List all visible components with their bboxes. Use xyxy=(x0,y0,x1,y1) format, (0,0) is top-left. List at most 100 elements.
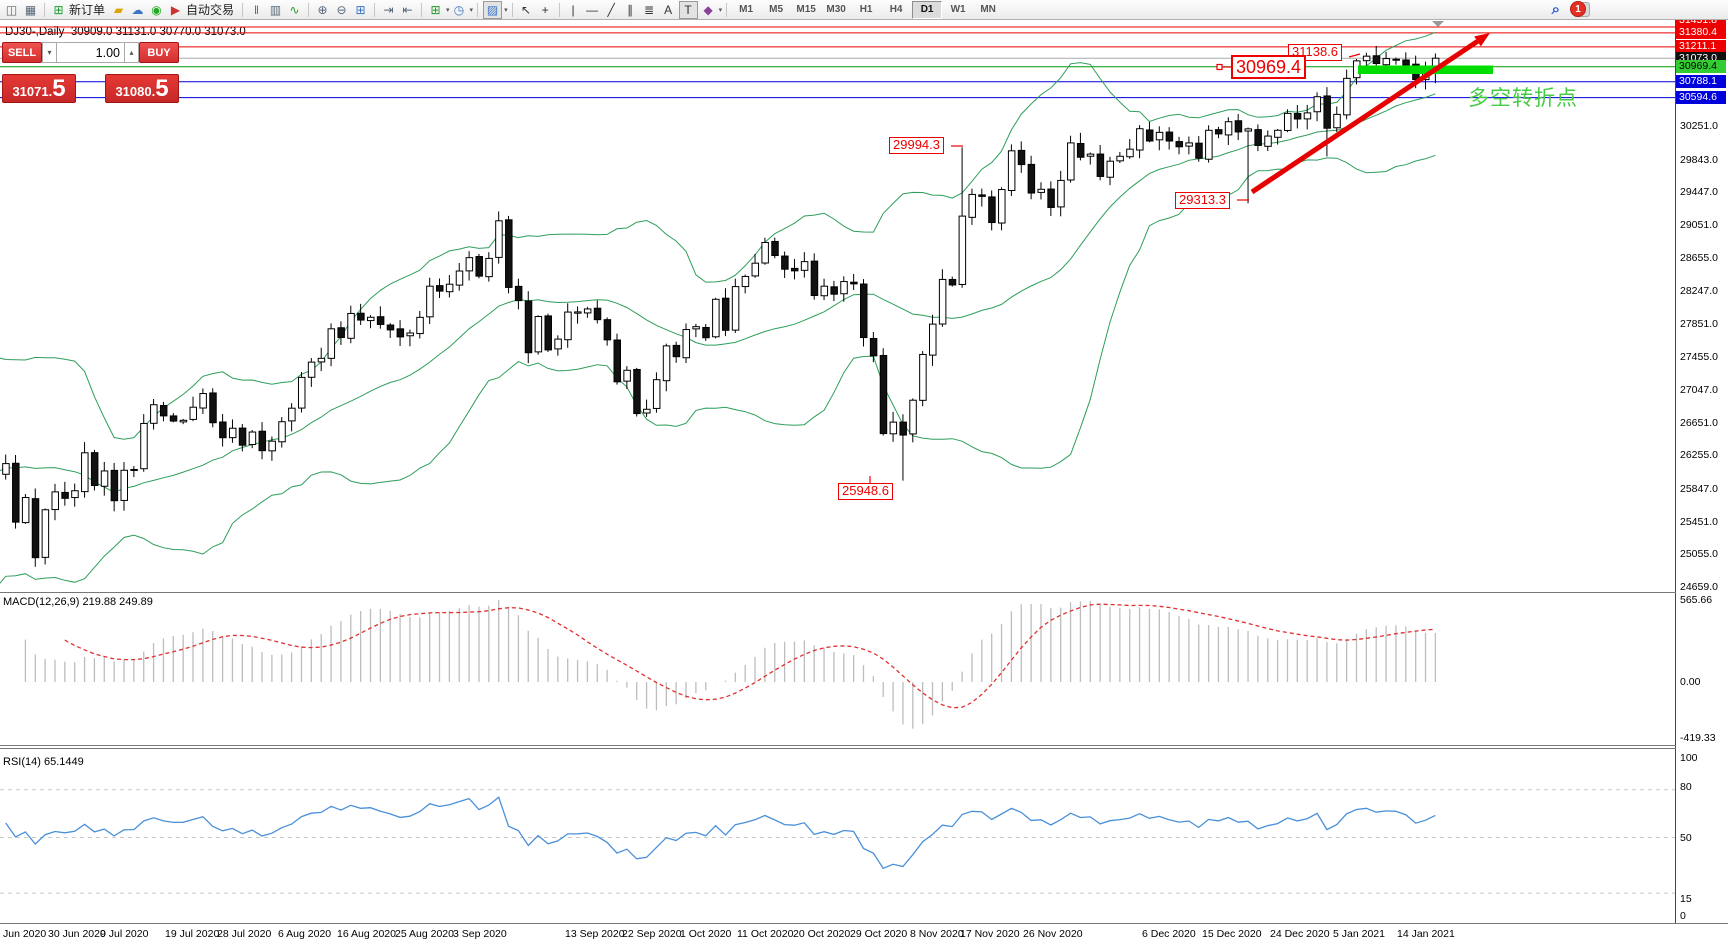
price-level-badge: 31380.4 xyxy=(1676,26,1726,40)
macd-panel xyxy=(24,600,1437,729)
price-tick: 28655.0 xyxy=(1680,251,1718,264)
timeframe-m1[interactable]: M1 xyxy=(739,4,754,15)
timeframe-d1[interactable]: D1 xyxy=(912,0,943,19)
trade-panel-prices: 31071. 5 31080. 5 xyxy=(2,74,179,103)
timeframe-h1[interactable]: H1 xyxy=(859,4,873,15)
equidistant-channel-icon[interactable]: ∥ xyxy=(627,2,634,17)
timeframe-h4[interactable]: H4 xyxy=(889,4,903,15)
period-clock-icon[interactable]: ◷ xyxy=(453,2,465,17)
arrows-icon[interactable]: ◆ xyxy=(703,2,713,17)
chart-type-icon[interactable]: ▨ xyxy=(483,0,503,19)
tile-windows-icon[interactable]: ⊞ xyxy=(355,2,366,17)
fibonacci-icon[interactable]: ≣ xyxy=(644,2,655,17)
notifications-icon[interactable]: 1 xyxy=(1570,1,1590,18)
toolbar-separator xyxy=(308,2,310,17)
date-axis[interactable]: Jun 2020 30 Jun 2020 9 Jul 2020 19 Jul 2020… xyxy=(0,926,1675,944)
signals-icon[interactable]: ◉ xyxy=(151,2,162,17)
price-level-badge: 31211.1 xyxy=(1676,40,1726,54)
zoom-in-icon[interactable]: ⊕ xyxy=(317,2,328,17)
chart-type-icon-caret[interactable]: ▾ xyxy=(504,6,508,14)
toolbar-separator xyxy=(242,2,244,17)
sell-price-display[interactable]: 31071. 5 xyxy=(2,74,76,103)
toolbar-separator xyxy=(374,2,376,17)
zoom-out-icon[interactable]: ⊖ xyxy=(336,2,347,17)
date-label: 25 Aug 2020 xyxy=(395,928,454,940)
date-label: 20 Oct 2020 xyxy=(793,928,851,940)
price-callout-29994-3[interactable]: 29994.3 xyxy=(889,137,944,154)
buy-price-pips: 5 xyxy=(155,75,169,102)
buy-button[interactable]: BUY xyxy=(139,42,179,63)
vertical-line-icon[interactable]: | xyxy=(571,2,575,17)
notification-badge: 1 xyxy=(1570,1,1586,17)
period-clock-icon-caret[interactable]: ▾ xyxy=(469,6,474,14)
indicator-curve-icon[interactable]: ∿ xyxy=(289,2,300,17)
price-tick: 27047.0 xyxy=(1680,384,1718,397)
new-chart-icon-caret[interactable]: ▾ xyxy=(446,6,450,14)
autotrade-icon[interactable]: ▶ xyxy=(170,2,181,17)
arrows-icon-caret[interactable]: ▾ xyxy=(718,6,723,14)
horizontal-line-icon[interactable]: — xyxy=(586,2,599,17)
text-icon[interactable]: A xyxy=(664,2,673,17)
sell-button[interactable]: SELL xyxy=(2,42,42,63)
timeframe-m30[interactable]: M30 xyxy=(826,4,846,15)
price-tick: 29843.0 xyxy=(1680,153,1718,166)
search-icon[interactable]: ⌕ xyxy=(1551,1,1560,18)
chart-shift-icon[interactable]: ⇤ xyxy=(402,2,413,17)
buy-price-main: 31080. xyxy=(115,84,156,99)
timeframe-w1[interactable]: W1 xyxy=(950,4,966,15)
rsi-tick: 100 xyxy=(1680,752,1698,764)
toolbar-separator xyxy=(726,2,728,17)
price-scale[interactable]: 30251.0 29843.0 29447.0 29051.0 28655.0 28247… xyxy=(1676,20,1728,923)
mql5-community-icon[interactable]: ☁ xyxy=(131,2,144,17)
price-tick: 24659.0 xyxy=(1680,581,1718,594)
green-highlight-bar xyxy=(1358,65,1493,74)
trade-panel-controls: SELL ▾ 1.00 ▴ BUY xyxy=(2,42,179,63)
timeframe-m15[interactable]: M15 xyxy=(796,4,816,15)
indicator-histogram-icon[interactable]: ▥ xyxy=(269,2,282,17)
price-callout-30969-4[interactable]: 30969.4 xyxy=(1231,55,1307,80)
new-order-icon[interactable]: ⊞ xyxy=(53,2,64,17)
volume-input[interactable]: 1.00 xyxy=(57,42,124,63)
timeframe-m5[interactable]: M5 xyxy=(769,4,784,15)
crosshair-icon[interactable]: + xyxy=(541,2,549,17)
price-tick: 27455.0 xyxy=(1680,350,1718,363)
auto-scroll-icon[interactable]: ⇥ xyxy=(383,2,394,17)
new-chart-icon[interactable]: ⊞ xyxy=(430,2,441,17)
toolbar-separator xyxy=(477,2,479,17)
data-window-icon[interactable]: ▦ xyxy=(24,2,37,17)
date-label: 19 Jul 2020 xyxy=(165,928,220,940)
date-label: 11 Oct 2020 xyxy=(737,928,794,940)
date-label: 17 Nov 2020 xyxy=(960,928,1020,940)
price-level-badge: 30594.6 xyxy=(1676,91,1726,105)
chart-title: DJ30-,Daily 30909.0 31131.0 30770.0 3107… xyxy=(5,26,246,38)
rsi-tick: 15 xyxy=(1680,893,1692,905)
gold-bar-icon[interactable]: ▰ xyxy=(113,2,124,17)
price-tick: 27851.0 xyxy=(1680,317,1718,330)
toolbar-separator xyxy=(558,2,560,17)
volume-decrease-button[interactable]: ▾ xyxy=(42,42,57,63)
timeframe-mn[interactable]: MN xyxy=(980,4,996,15)
toolbar-right-group: ⌕ 1 xyxy=(1552,1,1590,18)
date-label: 28 Jul 2020 xyxy=(217,928,272,940)
buy-price-display[interactable]: 31080. 5 xyxy=(105,74,179,103)
charts-grid-icon[interactable]: ◫ xyxy=(5,2,18,17)
cursor-icon[interactable]: ↖ xyxy=(521,2,532,17)
price-level-badge: 30788.1 xyxy=(1676,75,1726,89)
date-label: Jun 2020 xyxy=(3,928,47,940)
indicator-bars-icon[interactable]: ‖ xyxy=(254,2,260,17)
trendline-icon[interactable]: ╱ xyxy=(607,2,615,17)
main-chart-panel xyxy=(0,21,1675,584)
date-label: 26 Nov 2020 xyxy=(1023,928,1083,940)
toolbar-separator xyxy=(44,2,45,17)
text-label-icon[interactable]: T xyxy=(678,0,698,19)
date-label: 15 Dec 2020 xyxy=(1202,928,1262,940)
volume-increase-button[interactable]: ▴ xyxy=(124,42,139,63)
price-callout-25948-6[interactable]: 25948.6 xyxy=(838,483,893,500)
price-level-badge: 31451.8 xyxy=(1676,20,1726,28)
rsi-tick: 50 xyxy=(1680,832,1692,844)
price-callout-29313-3[interactable]: 29313.3 xyxy=(1175,192,1230,209)
price-tick: 28247.0 xyxy=(1680,285,1718,298)
date-label: 6 Dec 2020 xyxy=(1142,928,1196,940)
bull-bear-turning-point-annotation: 多空转折点 xyxy=(1468,87,1578,110)
